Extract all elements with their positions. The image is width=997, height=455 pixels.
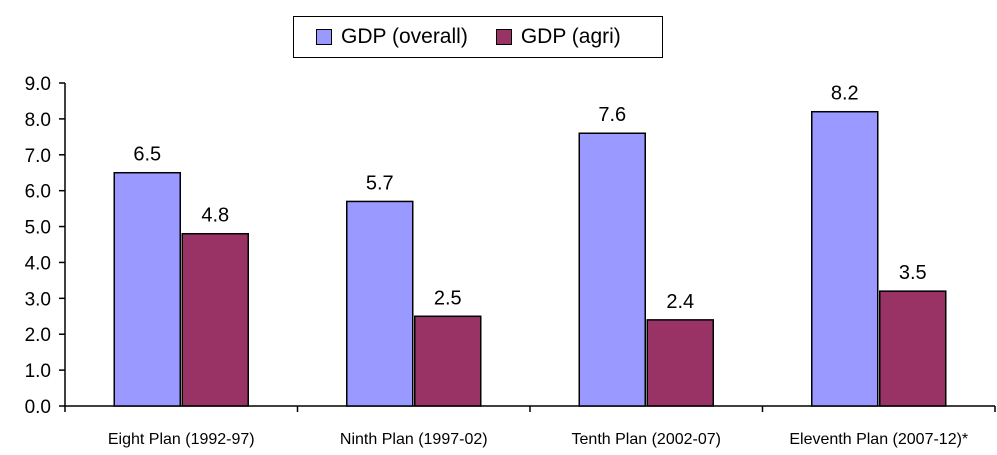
data-label: 3.5: [899, 262, 927, 284]
bar-gdp-overall: [811, 110, 879, 407]
bar-gdp-overall: [578, 132, 646, 407]
y-tick-label: 3.0: [25, 289, 51, 310]
bar-gdp-overall: [346, 200, 414, 407]
data-label: 4.8: [201, 205, 229, 227]
bar-gdp-agri: [879, 290, 947, 407]
legend: GDP (overall) GDP (agri): [293, 16, 663, 58]
data-label: 5.7: [366, 172, 394, 194]
y-tick-label: 2.0: [25, 325, 51, 346]
data-label: 8.2: [831, 83, 859, 105]
legend-swatch-overall: [316, 29, 332, 45]
y-tick-label: 6.0: [25, 182, 51, 203]
data-label: 6.5: [133, 144, 161, 166]
x-category-label: Eight Plan (1992-97): [108, 431, 255, 448]
x-category-label: Eleventh Plan (2007-12)*: [789, 431, 968, 448]
legend-item-overall: GDP (overall): [316, 25, 468, 49]
y-tick-label: 5.0: [25, 218, 51, 239]
y-tick-label: 8.0: [25, 110, 51, 131]
bar-gdp-overall: [113, 171, 181, 407]
data-label: 2.5: [434, 287, 462, 309]
y-tick-label: 4.0: [25, 253, 51, 274]
y-tick-label: 1.0: [25, 361, 51, 382]
bar-gdp-agri: [646, 319, 714, 407]
legend-label-overall: GDP (overall): [341, 25, 468, 48]
bar-gdp-agri: [414, 315, 482, 407]
y-tick-label: 0.0: [25, 397, 51, 418]
x-category-label: Ninth Plan (1997-02): [340, 431, 488, 448]
data-label: 2.4: [666, 291, 694, 313]
bar-gdp-agri: [181, 232, 249, 407]
data-label: 7.6: [598, 104, 626, 126]
legend-swatch-agri: [495, 29, 512, 45]
x-category-label: Tenth Plan (2002-07): [572, 431, 721, 448]
legend-label-agri: GDP (agri): [520, 25, 621, 48]
y-tick-label: 7.0: [25, 146, 51, 167]
legend-item-agri: GDP (agri): [495, 25, 621, 49]
y-tick-label: 9.0: [25, 74, 51, 95]
